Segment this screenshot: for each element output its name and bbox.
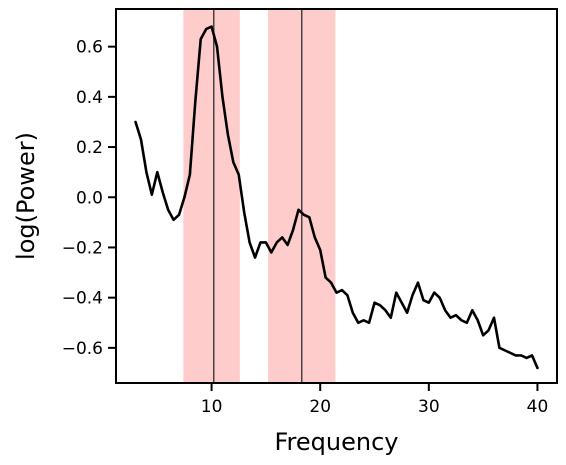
- x-tick-label: 20: [309, 397, 331, 417]
- y-axis-ticks: −0.6 −0.4 −0.2 0.0 0.2 0.4 0.6: [62, 38, 116, 359]
- y-tick-label: −0.4: [62, 289, 103, 309]
- y-tick-label: 0.6: [76, 38, 103, 58]
- y-tick-label: −0.2: [62, 238, 103, 258]
- x-tick-label: 30: [418, 397, 440, 417]
- y-axis-label: log(Power): [12, 132, 40, 260]
- y-tick-label: −0.6: [62, 339, 103, 359]
- y-tick-label: 0.4: [76, 88, 103, 108]
- x-tick-label: 40: [527, 397, 549, 417]
- axes-frame: [115, 8, 558, 384]
- y-tick-label: 0.2: [76, 138, 103, 158]
- x-axis-ticks: 10 20 30 40: [201, 383, 549, 417]
- power-spectrum-line: [134, 25, 539, 370]
- band-1: [183, 9, 240, 383]
- y-tick-label: 0.0: [76, 188, 103, 208]
- x-tick-label: 10: [201, 397, 223, 417]
- x-axis-label: Frequency: [275, 428, 399, 456]
- peak-lines: [213, 9, 303, 383]
- frequency-bands: [183, 9, 336, 383]
